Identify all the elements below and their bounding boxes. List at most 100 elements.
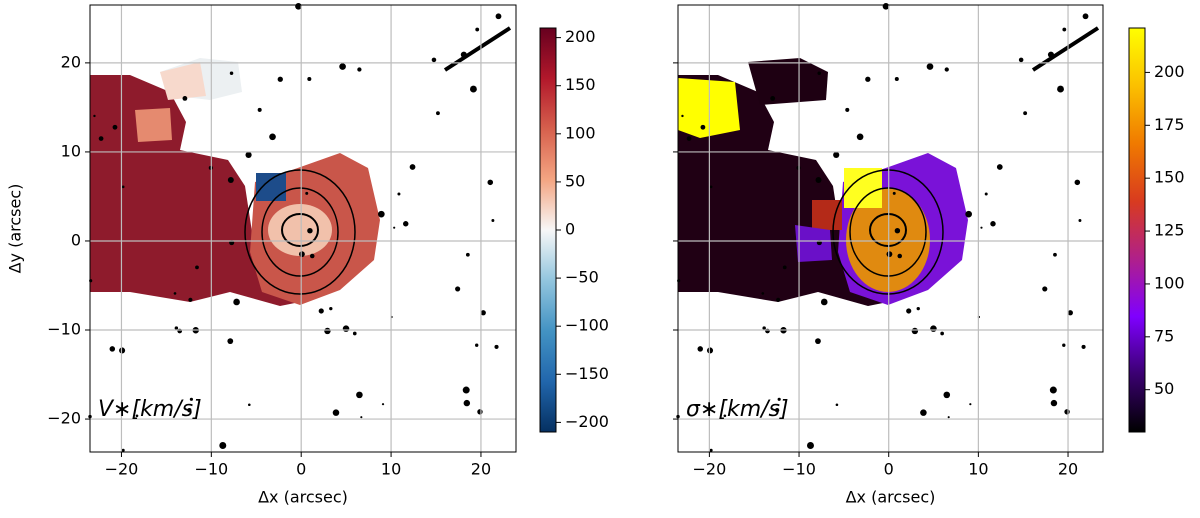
star — [776, 297, 781, 302]
star — [188, 297, 193, 302]
map-region — [256, 173, 286, 201]
star — [495, 13, 502, 20]
star — [477, 409, 483, 415]
contour — [443, 26, 512, 72]
star — [227, 338, 234, 345]
star — [182, 95, 188, 101]
star — [820, 298, 828, 306]
colorbar-tick-label: 175 — [1154, 115, 1185, 134]
star — [491, 219, 495, 222]
x-tick-label: 10 — [968, 460, 988, 479]
colorbar-tick-label: 200 — [1154, 62, 1185, 81]
star — [93, 114, 96, 118]
star — [403, 221, 409, 227]
y-tick-label: 0 — [71, 230, 81, 249]
star — [1062, 343, 1066, 347]
star — [195, 265, 199, 270]
star — [709, 448, 713, 452]
star — [856, 133, 864, 141]
star — [455, 286, 461, 292]
star — [112, 124, 118, 130]
star — [697, 346, 703, 352]
x-tick-label: −10 — [194, 460, 228, 479]
star — [761, 292, 765, 295]
map-region — [795, 225, 832, 262]
star — [409, 164, 416, 170]
star — [307, 227, 313, 234]
star — [706, 347, 714, 354]
star — [121, 448, 125, 452]
star — [98, 136, 104, 141]
contour — [281, 213, 319, 247]
x-tick-label: 10 — [381, 460, 401, 479]
colorbar — [539, 27, 557, 433]
star — [686, 136, 692, 141]
star — [965, 210, 972, 218]
star — [356, 391, 363, 399]
star — [894, 227, 901, 234]
star — [233, 298, 240, 306]
star — [969, 403, 972, 406]
dispersion-map — [678, 26, 1100, 306]
colorbar-tick-label: 200 — [565, 27, 596, 46]
panel-label: V∗[km/s] — [98, 397, 202, 422]
map-region — [812, 200, 842, 230]
star — [393, 226, 396, 229]
star — [324, 327, 331, 335]
star — [897, 253, 902, 259]
x-tick-label: 0 — [296, 460, 306, 479]
star — [916, 307, 920, 311]
y-tick-label: −10 — [47, 320, 81, 339]
star — [980, 226, 983, 229]
star — [1067, 310, 1073, 316]
axes-frame — [89, 4, 517, 453]
star — [1042, 286, 1048, 292]
colorbar-tick-label: 50 — [565, 171, 585, 190]
star — [1078, 219, 1082, 222]
star — [494, 344, 499, 349]
star — [470, 85, 477, 93]
star — [480, 310, 486, 316]
star — [460, 51, 467, 58]
star — [944, 67, 949, 72]
colorbar-tick-label: 50 — [1154, 379, 1174, 398]
star — [248, 403, 251, 407]
star — [920, 409, 927, 416]
star — [1053, 252, 1057, 257]
contour — [244, 169, 356, 295]
colorbar-tick-label: 125 — [1154, 221, 1185, 240]
star — [723, 414, 727, 418]
star — [770, 95, 776, 101]
star — [269, 133, 276, 141]
star — [121, 185, 125, 189]
star — [257, 107, 262, 112]
star — [465, 252, 470, 257]
star — [815, 176, 822, 183]
star — [431, 57, 437, 63]
star — [1074, 179, 1081, 186]
star — [487, 179, 494, 186]
x-axis-label: Δx (arcsec) — [258, 488, 348, 507]
star — [463, 399, 471, 407]
star — [892, 191, 896, 195]
star — [984, 192, 988, 196]
colorbar-tick-label: −100 — [565, 316, 609, 335]
star — [332, 409, 340, 416]
star — [352, 331, 357, 336]
star — [845, 107, 850, 112]
y-tick-label: 10 — [61, 141, 81, 160]
star — [1082, 13, 1089, 20]
y-axis-label: Δy (arcsec) — [6, 184, 25, 274]
star — [886, 251, 893, 258]
map-region — [268, 204, 332, 256]
axes-frame — [677, 4, 1104, 453]
star — [681, 114, 684, 118]
star — [765, 328, 770, 334]
star — [329, 307, 333, 311]
star — [342, 325, 350, 332]
star — [378, 210, 385, 218]
star — [930, 325, 937, 332]
star — [926, 63, 934, 70]
contour — [869, 213, 907, 247]
star — [309, 253, 315, 259]
